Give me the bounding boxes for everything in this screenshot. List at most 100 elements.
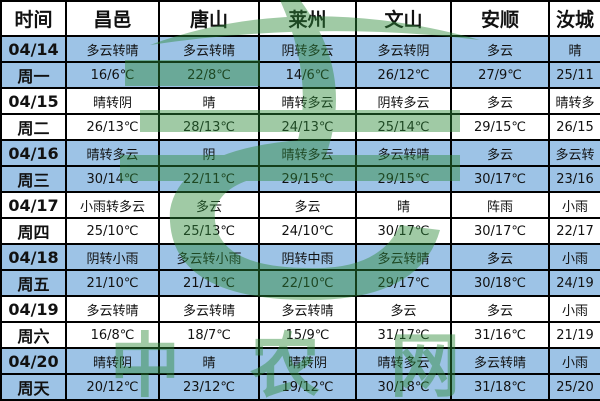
- temperature-cell: 30/14℃: [65, 165, 160, 193]
- weather-cell: 晴转多云: [355, 347, 452, 375]
- weather-cell: 多云转阴: [355, 35, 452, 63]
- weather-row: 04/17 小雨转多云 多云 多云晴阵雨 小雨: [0, 191, 600, 219]
- weather-cell: 多云转晴: [158, 35, 260, 63]
- temperature-cell: 20/12℃: [65, 373, 160, 401]
- weather-cell: 晴转多云: [258, 139, 357, 167]
- temperature-cell: 31/16℃: [450, 321, 550, 349]
- temperature-cell: 30/18℃: [450, 269, 550, 297]
- weather-cell: 小雨: [548, 347, 600, 375]
- temperature-cell: 16/6℃: [65, 61, 160, 89]
- weather-cell: 多云转: [548, 139, 600, 167]
- weather-cell: 多云转晴: [450, 347, 550, 375]
- weather-row: 04/18 阴转小雨 多云转小雨 阴转中雨 多云转晴 多云 小雨: [0, 243, 600, 271]
- temperature-cell: 29/17℃: [355, 269, 452, 297]
- weather-cell: 阴: [158, 139, 260, 167]
- weather-cell: 小雨: [548, 295, 600, 323]
- weather-cell: 多云转小雨: [158, 243, 260, 271]
- temperature-row: 周二 26/13℃ 28/13℃ 24/13℃ 25/14℃ 29/15℃ 26/15: [0, 113, 600, 141]
- temperature-row: 周六 16/8℃ 18/7℃ 15/9℃ 31/17℃ 31/16℃ 21/19: [0, 321, 600, 349]
- temperature-row: 周五 21/10℃ 21/11℃ 22/10℃ 29/17℃ 30/18℃ 24/19: [0, 269, 600, 297]
- weather-row: 04/20 晴转阴晴晴转阴 晴转多云 多云转晴 小雨: [0, 347, 600, 375]
- column-header-time: 时间: [0, 0, 67, 37]
- temperature-cell: 26/15: [548, 113, 600, 141]
- temperature-cell: 30/17℃: [450, 217, 550, 245]
- weather-cell: 阴转多云: [355, 87, 452, 115]
- weather-cell: 小雨: [548, 191, 600, 219]
- weekday-cell: 周天: [0, 373, 67, 401]
- temperature-cell: 15/9℃: [258, 321, 357, 349]
- temperature-cell: 21/11℃: [158, 269, 260, 297]
- temperature-cell: 30/17℃: [450, 165, 550, 193]
- weather-cell: 多云转晴: [258, 295, 357, 323]
- weather-cell: 多云: [450, 35, 550, 63]
- weather-cell: 晴: [355, 191, 452, 219]
- column-header-city: 安顺: [450, 0, 550, 37]
- temperature-cell: 25/11: [548, 61, 600, 89]
- weather-cell: 阵雨: [450, 191, 550, 219]
- temperature-row: 周一 16/6℃ 22/8℃ 14/6℃ 26/12℃ 27/9℃ 25/11: [0, 61, 600, 89]
- weather-cell: 多云转晴: [355, 243, 452, 271]
- weekday-cell: 周二: [0, 113, 67, 141]
- weather-cell: 晴: [158, 87, 260, 115]
- date-cell: 04/19: [0, 295, 67, 323]
- weekday-cell: 周一: [0, 61, 67, 89]
- weather-cell: 晴转阴: [65, 347, 160, 375]
- weather-cell: 晴转阴: [258, 347, 357, 375]
- temperature-cell: 29/15℃: [258, 165, 357, 193]
- temperature-cell: 26/13℃: [65, 113, 160, 141]
- temperature-cell: 27/9℃: [450, 61, 550, 89]
- weather-cell: 多云转晴: [158, 295, 260, 323]
- date-cell: 04/18: [0, 243, 67, 271]
- header-row: 时间 昌邑 唐山 莱州 文山 安顺 汝城: [0, 0, 600, 37]
- weather-row: 04/15 晴转阴晴晴转多云 阴转多云 多云 晴转多: [0, 87, 600, 115]
- temperature-cell: 22/8℃: [158, 61, 260, 89]
- temperature-cell: 28/13℃: [158, 113, 260, 141]
- temperature-cell: 24/13℃: [258, 113, 357, 141]
- temperature-cell: 29/15℃: [450, 113, 550, 141]
- weather-cell: 多云: [450, 295, 550, 323]
- date-cell: 04/20: [0, 347, 67, 375]
- temperature-cell: 21/19: [548, 321, 600, 349]
- temperature-cell: 14/6℃: [258, 61, 357, 89]
- weekday-cell: 周六: [0, 321, 67, 349]
- weather-cell: 晴转多云: [258, 87, 357, 115]
- date-cell: 04/16: [0, 139, 67, 167]
- column-header-city: 汝城: [548, 0, 600, 37]
- temperature-cell: 31/17℃: [355, 321, 452, 349]
- temperature-row: 周天 20/12℃ 23/12℃ 19/12℃ 30/18℃ 31/18℃ 25/20: [0, 373, 600, 401]
- weather-cell: 多云: [450, 87, 550, 115]
- weekday-cell: 周四: [0, 217, 67, 245]
- column-header-city: 唐山: [158, 0, 260, 37]
- weather-cell: 多云: [355, 295, 452, 323]
- temperature-cell: 29/15℃: [355, 165, 452, 193]
- weather-cell: 多云: [158, 191, 260, 219]
- temperature-cell: 19/12℃: [258, 373, 357, 401]
- weather-cell: 多云转晴: [65, 295, 160, 323]
- temperature-cell: 25/20: [548, 373, 600, 401]
- weather-cell: 晴: [158, 347, 260, 375]
- weather-cell: 多云转晴: [65, 35, 160, 63]
- weekday-cell: 周三: [0, 165, 67, 193]
- temperature-cell: 21/10℃: [65, 269, 160, 297]
- column-header-city: 莱州: [258, 0, 357, 37]
- temperature-cell: 25/14℃: [355, 113, 452, 141]
- temperature-row: 周四 25/10℃ 25/13℃ 24/10℃ 30/17℃ 30/17℃ 22/17: [0, 217, 600, 245]
- temperature-cell: 31/18℃: [450, 373, 550, 401]
- weather-cell: 晴转多: [548, 87, 600, 115]
- temperature-cell: 23/16: [548, 165, 600, 193]
- date-cell: 04/15: [0, 87, 67, 115]
- temperature-cell: 30/18℃: [355, 373, 452, 401]
- column-header-city: 文山: [355, 0, 452, 37]
- temperature-cell: 24/19: [548, 269, 600, 297]
- date-cell: 04/14: [0, 35, 67, 63]
- temperature-cell: 24/10℃: [258, 217, 357, 245]
- temperature-cell: 25/10℃: [65, 217, 160, 245]
- weather-cell: 小雨转多云: [65, 191, 160, 219]
- temperature-row: 周三 30/14℃ 22/11℃ 29/15℃ 29/15℃ 30/17℃ 23/16: [0, 165, 600, 193]
- weather-cell: 多云: [450, 139, 550, 167]
- weather-cell: 多云转晴: [355, 139, 452, 167]
- weather-cell: 小雨: [548, 243, 600, 271]
- weather-cell: 阴转多云: [258, 35, 357, 63]
- temperature-cell: 30/17℃: [355, 217, 452, 245]
